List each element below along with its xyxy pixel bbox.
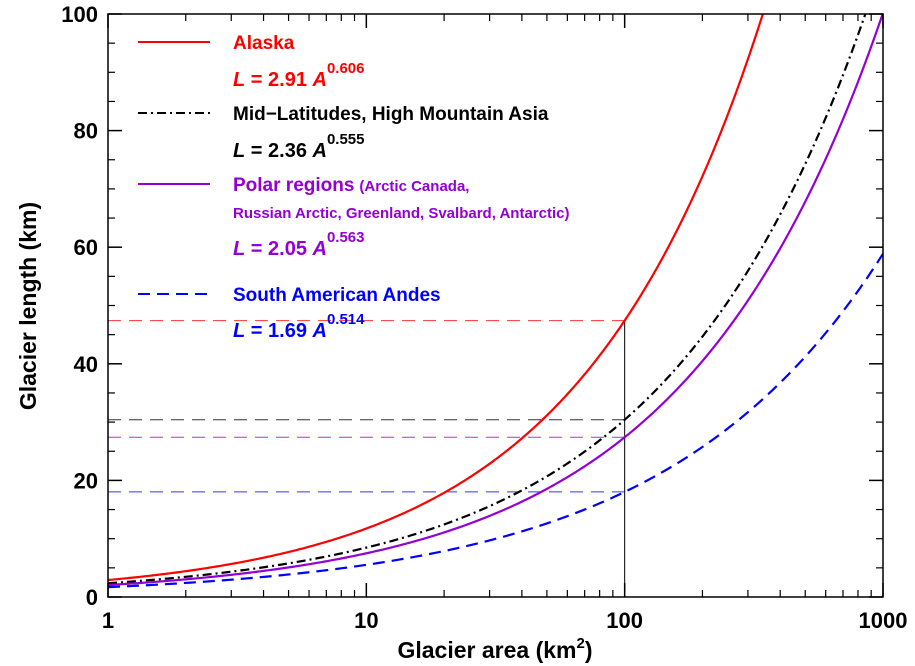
equation-alaska: L = 2.91 A0.606 (233, 60, 365, 91)
x-tick-label: 10 (354, 608, 378, 633)
legend-label-mid-latitudes: Mid−Latitudes, High Mountain Asia (233, 104, 549, 125)
plot-frame (107, 13, 884, 598)
legend: Alaska L = 2.91 A0.606 Mid−Latitudes, Hi… (138, 33, 570, 342)
y-tick-label: 40 (74, 352, 98, 377)
curve-south-american-andes (108, 253, 883, 589)
equation-polar: L = 2.05 A0.563 (233, 229, 365, 260)
y-axis-label: Glacier length (km) (15, 202, 41, 410)
curve-alaska (108, 14, 764, 582)
legend-label-andes: South American Andes (233, 285, 441, 306)
equation-andes: L = 1.69 A0.514 (233, 311, 365, 342)
legend-label-alaska: Alaska (233, 33, 295, 54)
reference-lines (108, 320, 626, 597)
curve-polar-regions (108, 14, 883, 587)
legend-label-polar: Polar regions (Arctic Canada, (233, 175, 469, 196)
equation-mid-latitudes: L = 2.36 A0.555 (233, 131, 365, 162)
y-tick-label: 0 (86, 585, 98, 610)
legend-label-polar-line2: Russian Arctic, Greenland, Svalbard, Ant… (233, 205, 570, 222)
y-tick-label: 60 (74, 235, 98, 260)
x-axis-label: Glacier area (km2) (397, 635, 592, 663)
x-tick-label: 1 (102, 608, 114, 633)
y-tick-label: 100 (61, 2, 98, 27)
axis-ticks: 1 10 100 1000 0 20 40 60 80 100 (61, 2, 907, 633)
x-tick-label: 1000 (859, 608, 908, 633)
y-tick-label: 20 (74, 468, 98, 493)
x-tick-label: 100 (606, 608, 643, 633)
y-tick-label: 80 (74, 119, 98, 144)
curve-mid-latitudes-high-mountain-asia (108, 14, 867, 585)
curves (108, 14, 883, 589)
